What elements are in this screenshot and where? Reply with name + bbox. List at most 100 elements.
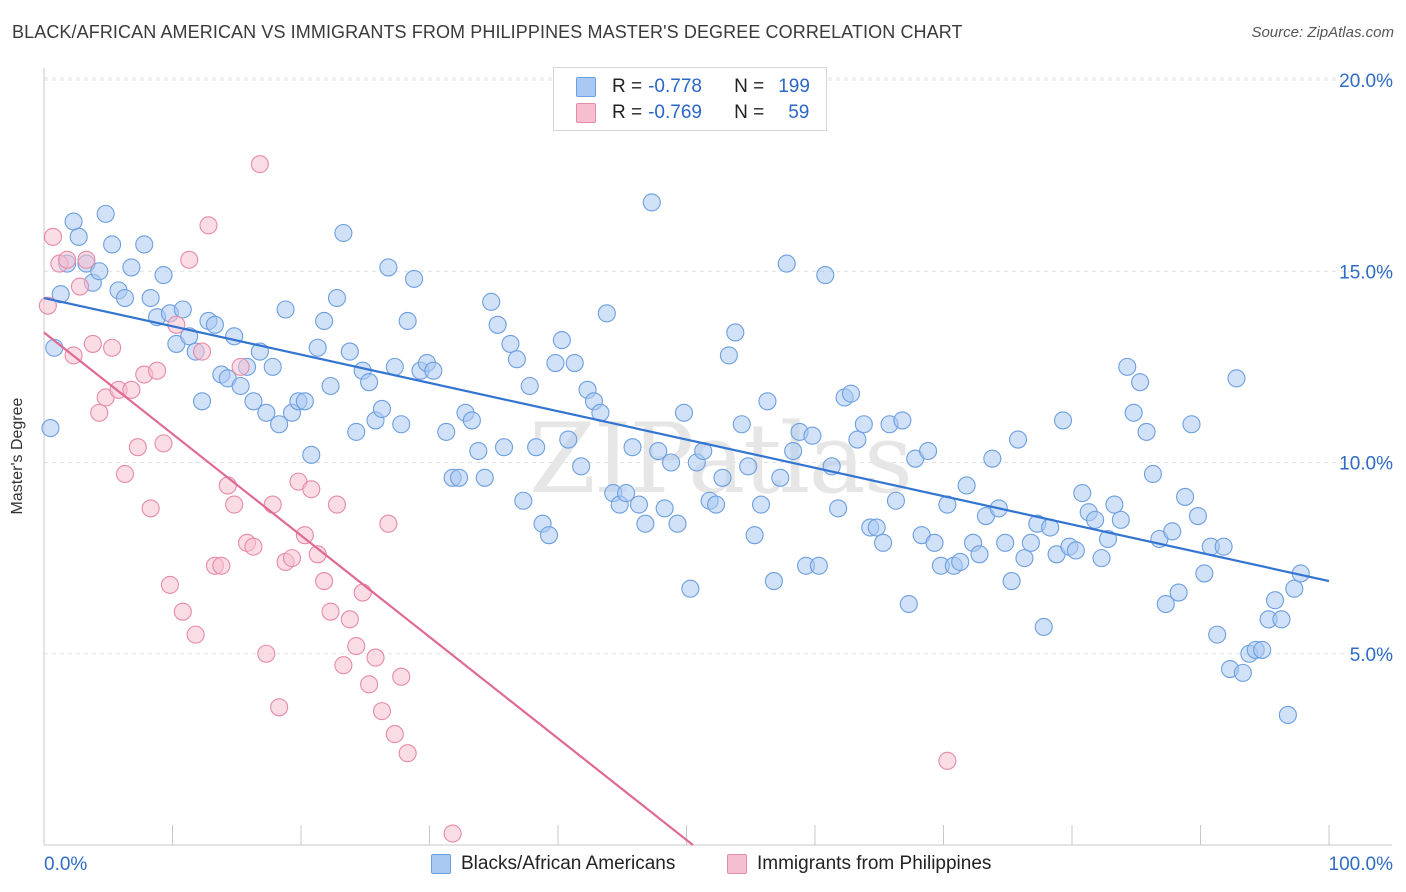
blacks-point bbox=[1034, 617, 1053, 637]
axes bbox=[43, 68, 1392, 846]
blacks-point bbox=[115, 288, 135, 308]
blacks-point bbox=[263, 357, 282, 376]
blacks-point bbox=[308, 338, 327, 357]
blacks-point bbox=[1265, 591, 1285, 610]
philippines-point bbox=[366, 648, 385, 667]
blacks-point bbox=[707, 495, 726, 514]
blacks-point bbox=[1272, 610, 1291, 629]
blacks-point bbox=[758, 392, 777, 411]
philippines-point bbox=[315, 572, 334, 591]
blacks-point bbox=[1163, 522, 1182, 541]
blacks-point bbox=[205, 315, 224, 334]
philippines-point bbox=[128, 438, 147, 457]
philippines-point bbox=[225, 495, 244, 514]
blacks-point bbox=[572, 457, 591, 476]
blacks-point bbox=[244, 392, 263, 411]
blacks-point bbox=[405, 269, 424, 288]
blacks-point bbox=[1137, 422, 1156, 441]
blacks-point bbox=[784, 441, 803, 461]
blacks-point bbox=[347, 422, 366, 441]
x-tick-label: 0.0% bbox=[44, 854, 87, 875]
blacks-point bbox=[1208, 625, 1227, 644]
philippines-point bbox=[443, 824, 462, 843]
philippines-point bbox=[70, 277, 90, 296]
blacks-point bbox=[340, 342, 359, 361]
legend-item-blacks[interactable]: Blacks/African Americans bbox=[431, 852, 675, 876]
blacks-point bbox=[848, 430, 867, 449]
philippines-point bbox=[193, 342, 212, 361]
philippines-point bbox=[385, 725, 404, 744]
philippines-point bbox=[115, 464, 135, 484]
blacks-point bbox=[494, 438, 514, 457]
blacks-point bbox=[379, 258, 398, 277]
philippines-point bbox=[231, 357, 250, 376]
blacks-point bbox=[1008, 430, 1028, 449]
philippines-point bbox=[353, 583, 372, 602]
blacks-point bbox=[739, 457, 758, 476]
stats-box: R = -0.778 N = 199 R = -0.769 N = 59 bbox=[553, 67, 827, 131]
r-label: R = bbox=[612, 102, 643, 123]
r-label: R = bbox=[612, 76, 643, 97]
blacks-point bbox=[507, 350, 526, 369]
philippines-point bbox=[360, 675, 379, 694]
blacks-point bbox=[69, 227, 88, 246]
blacks-point bbox=[334, 223, 353, 243]
blacks-point bbox=[854, 415, 873, 434]
blacks-point bbox=[1214, 537, 1233, 556]
philippines-point bbox=[372, 702, 392, 721]
philippines-point bbox=[58, 250, 77, 269]
blue-swatch bbox=[431, 854, 451, 874]
blacks-point bbox=[867, 518, 886, 537]
philippines-point bbox=[218, 476, 237, 495]
blacks-point bbox=[957, 476, 976, 495]
blacks-point bbox=[360, 373, 379, 392]
blacks-point bbox=[745, 526, 764, 545]
philippines-point bbox=[334, 656, 353, 675]
blacks-point bbox=[668, 514, 687, 533]
blacks-point bbox=[1169, 583, 1188, 602]
n-label: N = bbox=[734, 76, 765, 97]
series-philippines-points bbox=[38, 155, 957, 843]
philippines-point bbox=[392, 667, 411, 686]
blacks-point bbox=[617, 484, 636, 503]
blacks-point bbox=[1131, 373, 1150, 392]
blacks-point bbox=[1253, 640, 1272, 659]
blacks-point bbox=[475, 468, 494, 487]
philippines-point bbox=[347, 637, 366, 656]
blacks-point bbox=[1233, 663, 1252, 682]
y-tick-label: 15.0% bbox=[1339, 262, 1393, 283]
blacks-point bbox=[488, 315, 507, 334]
trend-line bbox=[43, 296, 1330, 583]
blacks-point bbox=[469, 441, 488, 461]
blacks-point bbox=[1053, 411, 1073, 430]
blacks-point bbox=[173, 300, 192, 319]
blacks-point bbox=[424, 361, 443, 380]
blacks-point bbox=[1182, 415, 1201, 434]
legend-label: Immigrants from Philippines bbox=[757, 853, 992, 874]
blacks-point bbox=[996, 533, 1015, 552]
philippines-point bbox=[122, 380, 141, 399]
blacks-point bbox=[559, 430, 578, 449]
philippines-point bbox=[83, 334, 102, 353]
philippines-point bbox=[154, 434, 173, 453]
blacks-point bbox=[462, 411, 481, 430]
blacks-point bbox=[1195, 564, 1214, 583]
philippines-point bbox=[180, 250, 199, 269]
pink-swatch bbox=[576, 103, 596, 123]
blacks-point bbox=[1156, 594, 1175, 614]
blacks-point bbox=[1118, 357, 1137, 376]
blacks-point bbox=[122, 258, 141, 277]
blacks-point bbox=[764, 572, 783, 591]
blacks-point bbox=[539, 526, 559, 545]
blacks-point bbox=[623, 438, 642, 457]
series-blacks-points bbox=[41, 193, 1310, 725]
legend-item-philippines[interactable]: Immigrants from Philippines bbox=[727, 852, 991, 876]
blacks-point bbox=[874, 533, 893, 552]
blacks-point bbox=[1098, 529, 1118, 549]
blacks-point bbox=[1015, 549, 1034, 568]
philippines-point bbox=[295, 526, 314, 545]
legend-label: Blacks/African Americans bbox=[461, 853, 676, 874]
blacks-point bbox=[1092, 549, 1111, 568]
blacks-point bbox=[726, 323, 745, 342]
